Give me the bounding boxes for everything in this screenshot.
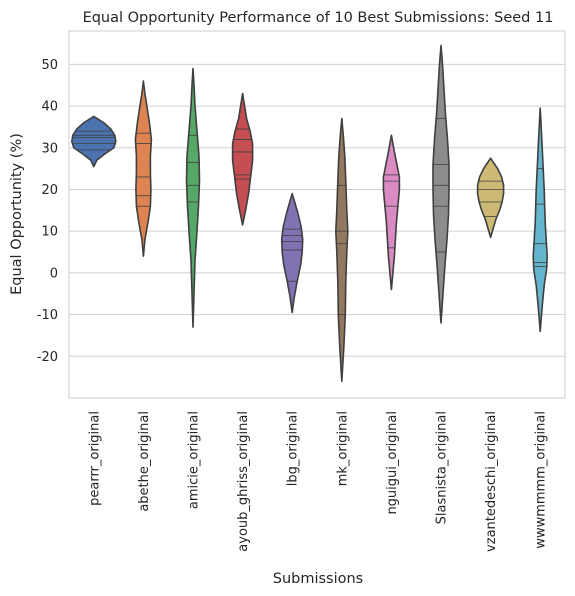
y-tick-label: 40 [41, 100, 58, 115]
x-axis-title: Submissions [273, 571, 364, 587]
chart-title: Equal Opportunity Performance of 10 Best… [83, 10, 554, 26]
x-tick-label: Slasnista_original [435, 411, 450, 524]
violin-body [134, 80, 153, 257]
violin-body [432, 44, 450, 324]
plot-area [68, 30, 566, 399]
x-tick-label: abethe_original [137, 411, 152, 512]
y-tick-label: 0 [50, 266, 58, 281]
y-tick-label: 30 [41, 141, 58, 156]
violin-body [185, 67, 201, 328]
violin-body [280, 192, 304, 314]
x-tick-label: pearrr_original [87, 411, 102, 506]
violin-body [335, 117, 349, 383]
x-tick-label: lbg_original [286, 411, 301, 486]
y-tick-label: 20 [41, 183, 58, 198]
x-tick-label: vzantedeschi_original [484, 411, 499, 552]
violin-body [476, 157, 505, 239]
y-tick-label: 10 [41, 225, 58, 240]
y-tick-label: 50 [41, 58, 58, 73]
violin-body [532, 107, 548, 333]
violins [71, 44, 548, 383]
y-tick-labels: -20 -10 0 10 20 30 40 50 [37, 58, 58, 365]
x-tick-label: amicie_original [187, 411, 202, 509]
y-tick-label: -10 [37, 308, 58, 323]
x-tick-label: mk_original [335, 411, 350, 486]
x-tick-label: wwwmmmm_original [534, 411, 549, 549]
x-tick-label: nguigui_original [385, 411, 400, 515]
x-tick-label: ayoub_ghriss_original [236, 411, 251, 552]
y-tick-label: -20 [37, 350, 58, 365]
violin-body [382, 134, 401, 291]
x-tick-labels: pearrr_original abethe_original amicie_ori… [87, 411, 548, 552]
y-axis-title: Equal Opportunity (%) [9, 133, 25, 295]
violin-body [231, 92, 254, 226]
